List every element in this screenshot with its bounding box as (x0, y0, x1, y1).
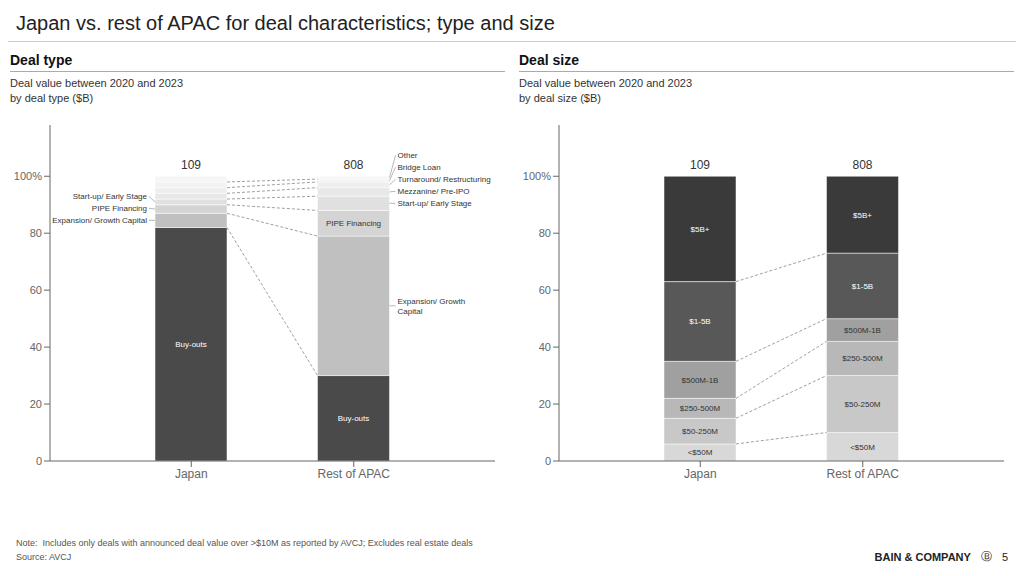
svg-text:Buy-outs: Buy-outs (175, 340, 207, 349)
svg-text:20: 20 (539, 398, 551, 410)
svg-text:PIPE Financing: PIPE Financing (326, 219, 381, 228)
svg-text:Japan: Japan (175, 466, 208, 480)
svg-text:Bridge Loan: Bridge Loan (398, 163, 441, 172)
html-text:Japan vs. rest of APAC for dea: Japan vs. rest of APAC for deal characte… (16, 12, 555, 34)
svg-text:808: 808 (852, 158, 872, 172)
html-text:Deal value between 2020 and 20: Deal value between 2020 and 2023 by deal… (10, 77, 184, 105)
svg-text:$50-250M: $50-250M (844, 399, 880, 408)
svg-text:$500M-1B: $500M-1B (682, 375, 719, 384)
svg-text:0: 0 (545, 455, 551, 467)
svg-text:Mezzanine/ Pre-IPO: Mezzanine/ Pre-IPO (398, 187, 470, 196)
svg-text:Start-up/ Early Stage: Start-up/ Early Stage (398, 199, 473, 208)
svg-text:Start-up/ Early Stage: Start-up/ Early Stage (73, 192, 148, 201)
html-text:5: 5 (1001, 550, 1008, 563)
svg-text:$1-5B: $1-5B (689, 317, 710, 326)
svg-text:100%: 100% (14, 170, 42, 182)
svg-text:Buy-outs: Buy-outs (338, 414, 370, 423)
svg-text:40: 40 (539, 341, 551, 353)
html-text:Deal size: Deal size (519, 52, 579, 68)
svg-text:PIPE Financing: PIPE Financing (92, 204, 147, 213)
svg-text:$5B+: $5B+ (853, 210, 872, 219)
html-text:Note: Includes only deals with: Note: Includes only deals with announced… (16, 538, 473, 548)
svg-text:$1-5B: $1-5B (852, 281, 873, 290)
svg-text:40: 40 (30, 341, 42, 353)
svg-text:$500M-1B: $500M-1B (844, 325, 881, 334)
svg-text:808: 808 (343, 158, 363, 172)
svg-text:60: 60 (539, 284, 551, 296)
html-text:Deal type: Deal type (10, 52, 73, 68)
svg-text:$5B+: $5B+ (691, 224, 710, 233)
svg-text:0: 0 (36, 455, 42, 467)
svg-text:109: 109 (181, 158, 201, 172)
svg-text:80: 80 (30, 227, 42, 239)
svg-text:Other: Other (398, 151, 418, 160)
html-text:Deal value between 2020 and 20: Deal value between 2020 and 2023 by deal… (519, 77, 693, 105)
svg-text:$50-250M: $50-250M (682, 426, 718, 435)
svg-text:Turnaround/ Restructuring: Turnaround/ Restructuring (398, 175, 491, 184)
svg-text:$250-500M: $250-500M (842, 354, 883, 363)
svg-text:Rest of APAC: Rest of APAC (827, 466, 900, 480)
svg-text:20: 20 (30, 398, 42, 410)
svg-text:80: 80 (539, 227, 551, 239)
svg-text:Expansion/ Growth Capital: Expansion/ Growth Capital (52, 216, 147, 225)
svg-text:100%: 100% (523, 170, 551, 182)
svg-text:109: 109 (690, 158, 710, 172)
svg-text:<$50M: <$50M (850, 442, 875, 451)
html-text:Source: AVCJ: Source: AVCJ (16, 551, 72, 562)
svg-text:Expansion/ GrowthCapital: Expansion/ GrowthCapital (398, 296, 466, 315)
svg-text:Rest of APAC: Rest of APAC (318, 466, 391, 480)
svg-text:60: 60 (30, 284, 42, 296)
svg-text:Japan: Japan (684, 466, 717, 480)
svg-text:<$50M: <$50M (688, 448, 713, 457)
svg-text:$250-500M: $250-500M (680, 404, 721, 413)
html-text:BAIN & COMPANY: BAIN & COMPANY (874, 550, 971, 563)
